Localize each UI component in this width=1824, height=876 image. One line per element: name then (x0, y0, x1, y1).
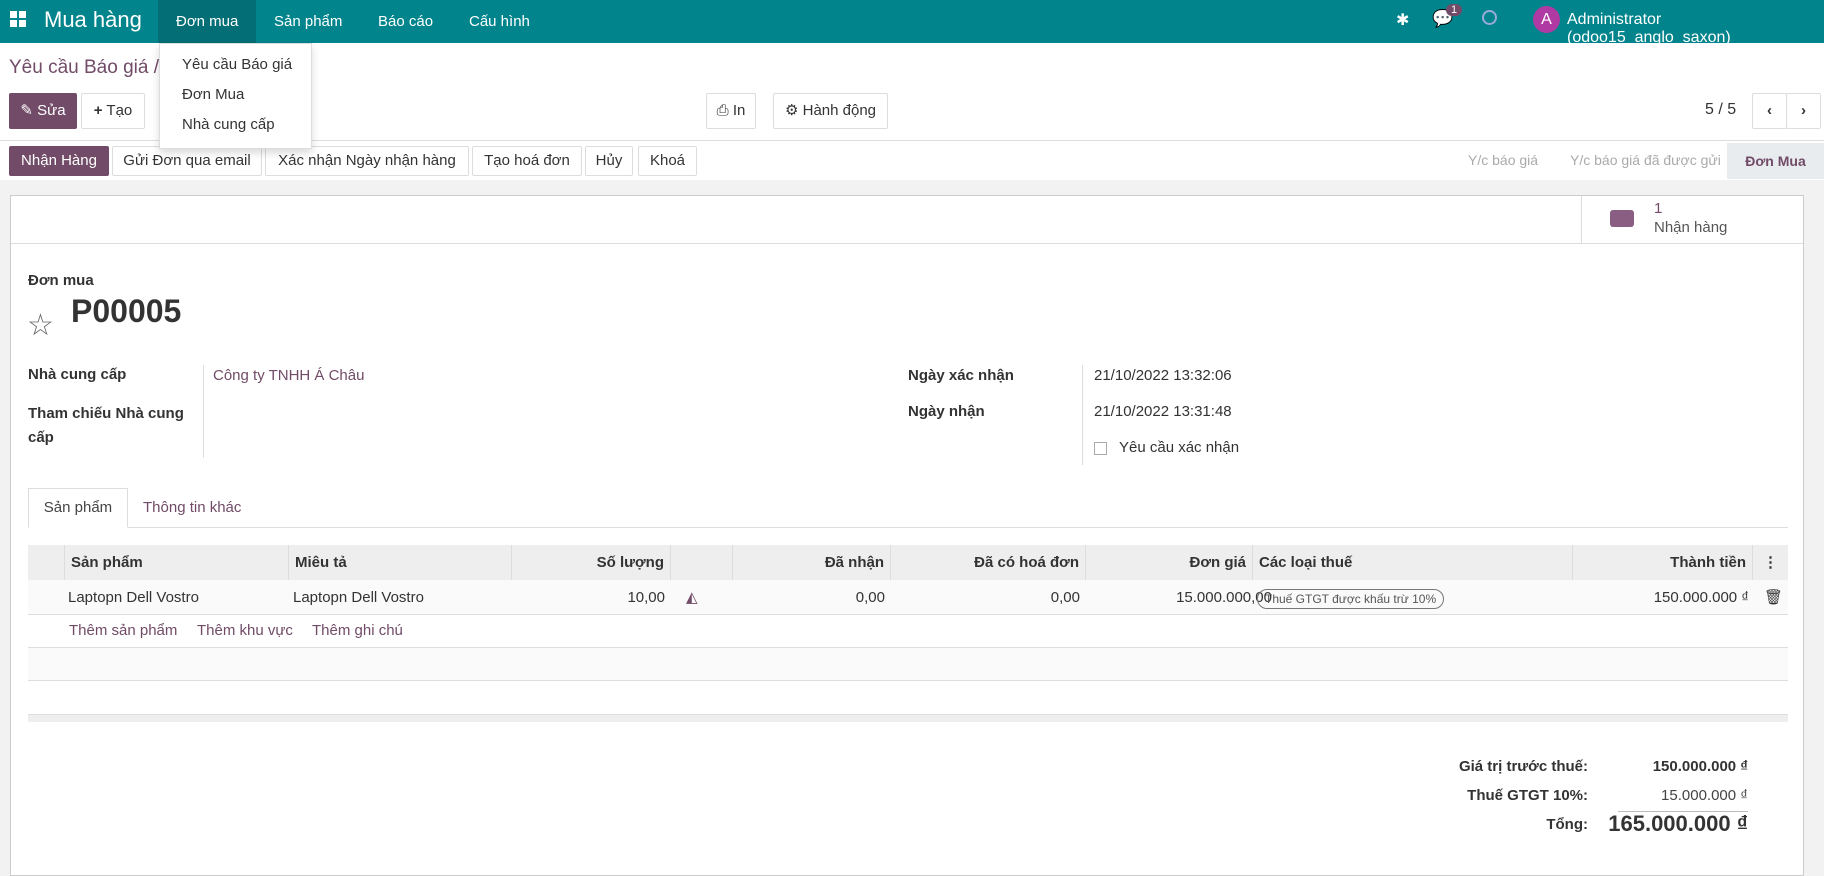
field-divider (203, 365, 204, 458)
tab-products[interactable]: Sản phẩm (28, 488, 128, 528)
print-label: In (732, 102, 746, 119)
vendor-reference-label: Tham chiếu Nhà cung cấp (28, 405, 184, 446)
order-type-label: Đơn mua (28, 272, 94, 289)
table-footer (28, 714, 1788, 722)
col-received[interactable]: Đã nhận (733, 545, 891, 580)
receipt-date-label: Ngày nhận (908, 403, 985, 420)
breadcrumb[interactable]: Yêu cầu Báo giá / (9, 57, 159, 78)
print-icon: ⎙ (716, 102, 729, 119)
confirm-receipt-date-button[interactable]: Xác nhận Ngày nhận hàng (265, 146, 469, 176)
dropdown-item-purchase-order[interactable]: Đơn Mua (182, 86, 245, 103)
pager-next-button[interactable]: › (1786, 93, 1821, 129)
ask-confirmation-checkbox[interactable] (1094, 442, 1107, 455)
top-navbar: Mua hàng Đơn mua Sản phẩm Báo cáo Cấu hì… (0, 0, 1824, 46)
create-bill-button[interactable]: Tạo hoá đơn (472, 146, 582, 176)
col-product[interactable]: Sản phẩm (65, 545, 289, 580)
pager-value: 5 / 5 (1705, 101, 1737, 118)
tab-other-info[interactable]: Thông tin khác (143, 499, 242, 516)
activity-clock-icon[interactable] (1482, 10, 1497, 25)
col-quantity[interactable]: Số lượng (512, 545, 671, 580)
add-note-link[interactable]: Thêm ghi chú (312, 622, 403, 639)
create-button[interactable]: + Tạo (81, 93, 145, 129)
action-label: Hành động (802, 102, 877, 119)
receive-products-button[interactable]: Nhận Hàng (9, 146, 109, 176)
total-value: 165.000.000 ₫ (1608, 811, 1748, 836)
col-unit-price[interactable]: Đơn giá (1086, 545, 1253, 580)
table-row[interactable] (28, 580, 1788, 615)
dropdown-item-rfq[interactable]: Yêu cầu Báo giá (182, 56, 293, 73)
avatar[interactable]: A (1533, 6, 1560, 33)
apps-menu-icon[interactable] (10, 11, 28, 29)
lock-button[interactable]: Khoá (638, 146, 697, 176)
col-taxes[interactable]: Các loại thuế (1253, 545, 1573, 580)
add-line-row (28, 615, 1788, 648)
receipt-date-value: 21/10/2022 13:31:48 (1094, 403, 1232, 420)
col-description[interactable]: Miêu tả (289, 545, 512, 580)
edit-button[interactable]: ✎ Sửa (9, 93, 77, 129)
pager-previous-button[interactable]: ‹ (1752, 93, 1787, 129)
receipts-count: 1 (1654, 200, 1663, 217)
confirm-date-value: 21/10/2022 13:32:06 (1094, 367, 1232, 384)
total-label: Tổng: (1546, 816, 1588, 833)
untaxed-value: 150.000.000 ₫ (1652, 758, 1748, 775)
untaxed-label: Giá trị trước thuế: (1458, 758, 1588, 775)
tabs-divider (28, 527, 1788, 528)
tax-label: Thuế GTGT 10%: (1467, 787, 1588, 804)
row-received: 0,00 (855, 589, 885, 606)
create-label: Tạo (106, 102, 133, 119)
menu-don-mua[interactable]: Đơn mua (158, 0, 257, 43)
app-title[interactable]: Mua hàng (44, 7, 142, 32)
tax-value: 15.000.000 ₫ (1661, 787, 1748, 804)
row-subtotal: 150.000.000 ₫ (1653, 589, 1749, 606)
action-button[interactable]: ⚙ Hành động (773, 93, 888, 129)
gear-icon: ⚙ (784, 102, 799, 119)
menu-san-pham[interactable]: Sản phẩm (274, 13, 343, 30)
row-product[interactable]: Laptopn Dell Vostro (68, 589, 199, 606)
delete-row-trash-icon[interactable]: 🗑 (1764, 589, 1784, 606)
add-product-link[interactable]: Thêm sản phẩm (69, 622, 178, 639)
stage-rfq[interactable]: Y/c báo giá (1468, 152, 1539, 168)
add-section-link[interactable]: Thêm khu vực (197, 622, 293, 639)
forecast-chart-icon[interactable]: ◭ (686, 589, 698, 606)
menu-bao-cao[interactable]: Báo cáo (378, 13, 434, 30)
optional-columns-icon[interactable]: ⋮ (1753, 545, 1788, 580)
button-box-divider (11, 243, 1803, 244)
col-forecast (671, 545, 733, 580)
row-unit-price[interactable]: 15.000.000,00 (1176, 589, 1272, 606)
cancel-button[interactable]: Hủy (585, 146, 633, 176)
edit-label: Sửa (37, 102, 66, 119)
receipts-smart-button[interactable]: 1 Nhận hàng (1581, 196, 1803, 243)
row-quantity[interactable]: 10,00 (627, 589, 665, 606)
field-divider (1082, 365, 1083, 465)
stage-purchase-order: Đơn Mua (1727, 143, 1824, 179)
divider (0, 140, 1824, 141)
ask-confirmation-label: Yêu cầu xác nhận (1119, 439, 1240, 456)
order-name: P00005 (71, 293, 182, 329)
menu-cau-hinh[interactable]: Cấu hình (469, 13, 530, 30)
print-button[interactable]: ⎙ In (706, 93, 756, 129)
form-sheet (10, 195, 1804, 876)
total-divider (1618, 811, 1748, 812)
vendor-label: Nhà cung cấp (28, 366, 127, 383)
col-invoiced[interactable]: Đã có hoá đơn (891, 545, 1086, 580)
favorite-star-icon[interactable]: ☆ (27, 309, 54, 342)
don-mua-dropdown: Yêu cầu Báo giá Đơn Mua Nhà cung cấp (159, 43, 312, 149)
dropdown-item-vendors[interactable]: Nhà cung cấp (182, 116, 275, 133)
vendor-link[interactable]: Công ty TNHH Á Châu (213, 367, 365, 384)
chat-count-badge: 1 (1446, 4, 1463, 16)
receipts-label: Nhận hàng (1654, 219, 1728, 236)
stage-rfq-sent[interactable]: Y/c báo giá đã được gửi (1570, 152, 1721, 168)
confirm-date-label: Ngày xác nhận (908, 367, 1014, 384)
truck-icon (1610, 210, 1634, 227)
empty-row (28, 648, 1788, 681)
col-subtotal[interactable]: Thành tiền (1573, 545, 1753, 580)
send-po-email-button[interactable]: Gửi Đơn qua email (112, 146, 262, 176)
user-menu[interactable]: Administrator (odoo15_anglo_saxon) (1567, 11, 1731, 46)
row-description[interactable]: Laptopn Dell Vostro (293, 589, 424, 606)
col-handle (28, 545, 65, 580)
tax-tag[interactable]: Thuế GTGT được khấu trừ 10% (1257, 589, 1445, 609)
debug-bug-icon[interactable]: ✱ (1396, 12, 1410, 29)
row-invoiced: 0,00 (1050, 589, 1080, 606)
